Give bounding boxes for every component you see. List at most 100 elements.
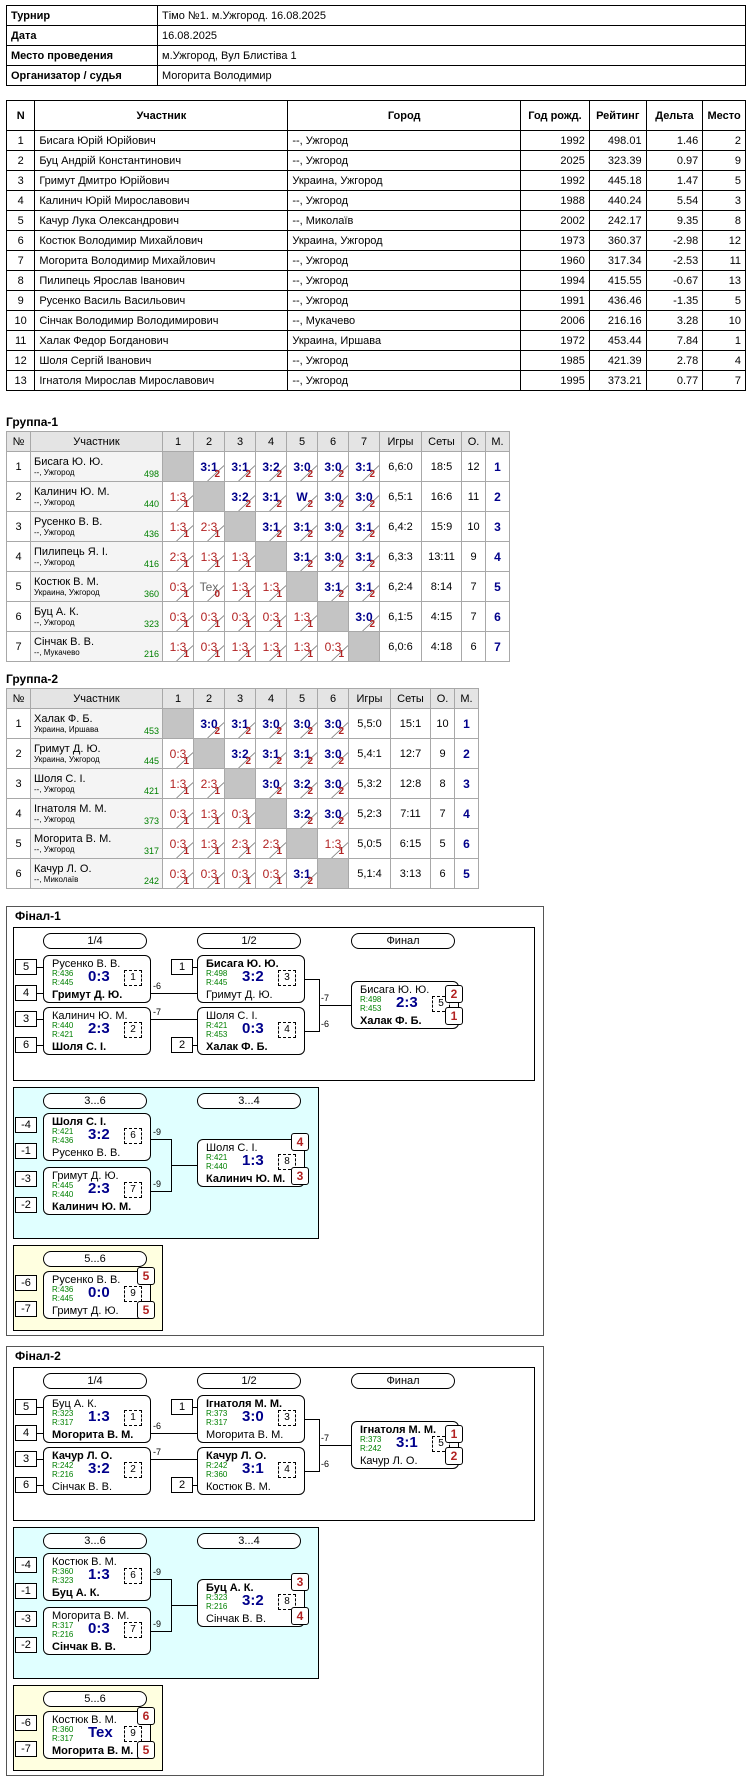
participant-cell: 1 xyxy=(5,130,36,151)
loser-goto-label: -6 xyxy=(321,1019,330,1029)
participant-cell: 3 xyxy=(702,190,746,211)
loser-goto-label: -9 xyxy=(153,1619,162,1629)
match-score-cell: 3:0 2 xyxy=(317,541,349,572)
place-cell: 6 xyxy=(485,601,510,632)
match-score-cell: 1:3 1 xyxy=(255,571,287,602)
player1-name: Калинич Ю. М. xyxy=(52,1010,128,1022)
seed-box: -7 xyxy=(15,1301,37,1317)
group-row: 4 Ігнатоля М. М. --, Ужгород 373 0:3 1 1:3 1 0:3… xyxy=(6,798,479,829)
match-score-cell: 0:3 1 xyxy=(193,631,225,662)
player1-rating: R:323 xyxy=(52,1409,74,1418)
participant-cell: --, Ужгород xyxy=(287,250,522,271)
group-rownum: 3 xyxy=(6,511,31,542)
seed-box: 4 xyxy=(15,985,37,1001)
games-cell: 5,3:2 xyxy=(348,768,391,799)
sets-cell: 12:8 xyxy=(390,768,431,799)
player1-rating: R:436 xyxy=(52,969,74,978)
match-number: 7 xyxy=(124,1622,142,1638)
diagonal-slash-icon xyxy=(207,585,224,601)
player-name: Качур Л. О. xyxy=(34,863,92,875)
player-rating: 440 xyxy=(143,499,159,509)
match-number: 8 xyxy=(278,1594,296,1610)
match-score: 3:2 xyxy=(88,1460,110,1477)
match-score: 3:1 xyxy=(262,489,280,504)
group-player: Костюк В. М. Украина, Ужгород 360 xyxy=(30,571,163,602)
seed-box: 6 xyxy=(15,1037,37,1053)
group-header-row: № Участник 1 2 3 4 5 6 Игры Сеты О. М. xyxy=(6,688,479,709)
info-value: 16.08.2025 xyxy=(157,25,746,46)
match-score-cell: 2:3 1 xyxy=(162,541,194,572)
place-cell: 1 xyxy=(485,451,510,482)
final-place-box: 2 xyxy=(445,985,463,1003)
match-score-cell: 3:0 2 xyxy=(317,768,349,799)
player2-name: Халак Ф. Б. xyxy=(206,1041,268,1053)
diagonal-slash-icon xyxy=(362,495,379,511)
match-score: 0:3 xyxy=(88,968,110,985)
participant-cell: Русенко Василь Васильович xyxy=(34,290,289,311)
group-header: 6 xyxy=(317,688,349,709)
diagonal-slash-icon xyxy=(362,615,379,631)
group1-title: Группа-1 xyxy=(6,415,59,429)
group-row: 5 Костюк В. М. Украина, Ужгород 360 0:3 1 Tex 0… xyxy=(6,571,510,602)
match-number: 8 xyxy=(278,1154,296,1170)
player2-rating: R:317 xyxy=(206,1418,228,1427)
player1-name: Костюк В. М. xyxy=(52,1714,117,1726)
diagonal-slash-icon xyxy=(238,722,255,738)
match-score-cell: 3:1 2 xyxy=(255,481,287,512)
player2-rating: R:453 xyxy=(360,1004,382,1013)
match-score-cell: 3:1 2 xyxy=(348,511,380,542)
player2-name: Русенко В. В. xyxy=(52,1147,121,1159)
group-rownum: 7 xyxy=(6,631,31,662)
diagonal-slash-icon xyxy=(331,722,348,738)
match-points: 2 xyxy=(307,499,313,510)
player-city: --, Ужгород xyxy=(34,528,75,537)
seed-box: 5 xyxy=(15,1399,37,1415)
bracket-line xyxy=(305,979,319,980)
match-score-cell: 3:0 2 xyxy=(317,798,349,829)
participant-cell: 0.77 xyxy=(645,370,704,391)
match-number: 6 xyxy=(124,1128,142,1144)
player-name: Калинич Ю. М. xyxy=(34,486,110,498)
match-score-cell: 0:3 1 xyxy=(224,798,256,829)
place-cell: 3 xyxy=(485,511,510,542)
match-points: 2 xyxy=(338,756,344,767)
player1-rating: R:242 xyxy=(206,1461,228,1470)
match-score-cell: 1:3 1 xyxy=(224,571,256,602)
bracket-line xyxy=(37,1045,43,1046)
participant-cell: 9 xyxy=(702,150,746,171)
match-score-cell: 2:3 1 xyxy=(193,768,225,799)
diagonal-slash-icon xyxy=(269,842,286,858)
diagonal-slash-icon xyxy=(331,585,348,601)
tournament-info-table: Турнир Тімо №1. м.Ужгород. 16.08.2025 Дата… xyxy=(6,5,746,86)
bracket-line xyxy=(171,1165,197,1166)
seed-box: -3 xyxy=(15,1611,37,1627)
games-cell: 5,5:0 xyxy=(348,708,391,739)
games-cell: 6,3:3 xyxy=(379,541,422,572)
match-score-cell: 0:3 1 xyxy=(162,828,194,859)
match-points: 2 xyxy=(214,469,220,480)
group-diagonal-cell xyxy=(224,768,256,799)
participant-cell: Калинич Юрій Мирославович xyxy=(34,190,289,211)
player1-rating: R:421 xyxy=(206,1021,228,1030)
loser-goto-label: -9 xyxy=(153,1179,162,1189)
match-box: Калинич Ю. М. R:440 R:421 2:3 Шоля С. І. 2 xyxy=(43,1007,151,1055)
info-value: Могорита Володимир xyxy=(157,65,746,86)
match-points: 2 xyxy=(276,786,282,797)
place-cell: 7 xyxy=(485,631,510,662)
final1-panel: Фінал-1 1/4 1/2 Финал 3...6 3...4 5...6 Русенко… xyxy=(6,906,544,1336)
participant-cell: --, Ужгород xyxy=(287,190,522,211)
match-points: 2 xyxy=(369,499,375,510)
match-score: 2:3 xyxy=(169,549,187,564)
participant-cell: --, Ужгород xyxy=(287,350,522,371)
match-score-cell: 3:1 2 xyxy=(255,511,287,542)
player1-name: Ігнатоля М. М. xyxy=(206,1398,283,1410)
participant-cell: 4 xyxy=(702,350,746,371)
diagonal-slash-icon xyxy=(331,842,348,858)
group-row: 1 Бисага Ю. Ю. --, Ужгород 498 3:1 2 3:1 2 3:2 2 3… xyxy=(6,451,510,482)
match-points: 2 xyxy=(338,499,344,510)
diagonal-slash-icon xyxy=(207,722,224,738)
player-rating: 436 xyxy=(143,529,159,539)
participant-row: 1 Бисага Юрій Юрійович --, Ужгород 1992 498.… xyxy=(5,130,746,151)
player-name: Костюк В. М. xyxy=(34,576,99,588)
player2-name: Калинич Ю. М. xyxy=(52,1201,132,1213)
